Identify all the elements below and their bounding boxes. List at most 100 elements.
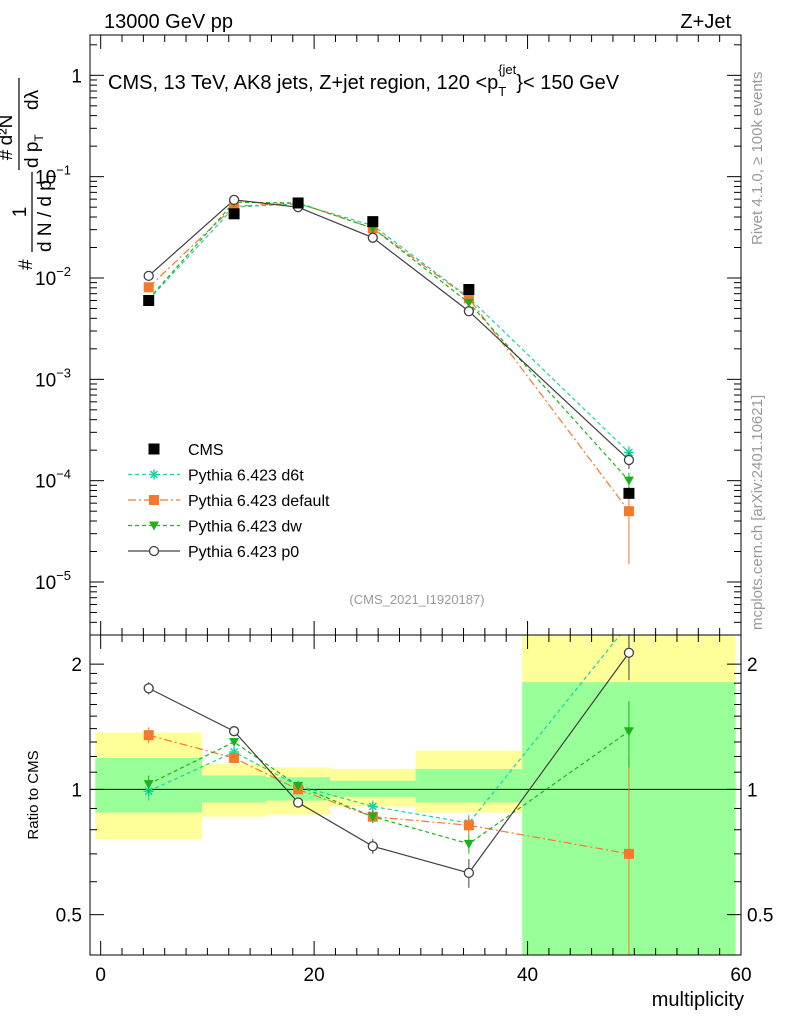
main-y-tick-exp: −2 [56, 264, 71, 279]
ratio-point-dw [623, 727, 634, 737]
ratio-band-inner [330, 780, 416, 797]
ratio-point-dw [463, 839, 474, 849]
legend-marker-cms [148, 443, 160, 455]
main-line-p0 [148, 199, 630, 461]
legend-marker-d6t [149, 469, 159, 480]
ratio-point-p0 [143, 683, 154, 694]
main-point-dw [623, 476, 634, 486]
ratio-x-tick-label: 60 [730, 965, 751, 986]
main-point-cms [623, 487, 635, 499]
main-point-p0 [367, 232, 378, 243]
ratio-point-default [143, 730, 154, 741]
main-y-tick-exp: −3 [56, 365, 71, 380]
main-point-p0 [228, 194, 240, 206]
ratio-y-tick-label-right: 0.5 [747, 906, 773, 927]
legend-label-d6t: Pythia 6.423 d6t [188, 468, 304, 485]
ylabel-dN: d N / d pT [35, 172, 59, 252]
main-point-p0 [623, 454, 635, 466]
main-line-dw [148, 201, 630, 482]
ratio-point-p0 [367, 841, 378, 852]
main-y-tick-label: 10−5 [35, 568, 71, 594]
ylabel-dpT-sub: T [32, 134, 46, 142]
ratio-point-p0 [292, 797, 304, 808]
legend-item-d6t: Pythia 6.423 d6t [128, 468, 304, 485]
ratio-line-p0 [148, 652, 630, 874]
ylabel-hash-1: # [16, 259, 37, 270]
ratio-y-tick-label: 2 [71, 655, 82, 676]
ratio-y-tick-label-right: 2 [747, 655, 758, 676]
main-line-d6t [148, 203, 630, 453]
ratio-point-default [229, 752, 240, 763]
ratio-x-tick-label: 20 [304, 965, 325, 986]
main-y-tick-label: 10−2 [35, 264, 71, 290]
header-right-label: Z+Jet [680, 11, 731, 33]
ratio-point-dw [143, 780, 154, 790]
main-point-cms [367, 216, 379, 228]
main-point-default [623, 506, 634, 517]
analysis-watermark: (CMS_2021_I1920187) [349, 592, 484, 607]
ylabel-dlambda: dλ [22, 89, 43, 110]
legend-label-dw: Pythia 6.423 dw [188, 519, 302, 536]
main-y-axis-label: # 1 d N / d pT # d²N d pT dλ [0, 78, 59, 270]
legend-marker-p0 [148, 545, 160, 557]
legend: CMS Pythia 6.423 d6t Pythia 6.423 default P… [128, 442, 330, 561]
ratio-y-tick-label-right: 1 [747, 780, 758, 801]
ratio-x-tick-label: 40 [517, 965, 538, 986]
main-point-default [463, 293, 474, 304]
main-y-tick-base: 10 [35, 269, 56, 290]
ratio-point-p0 [623, 647, 635, 658]
ylabel-dpT: d pT [22, 134, 46, 168]
rivet-version-label: Rivet 4.1.0, ≥ 100k events [749, 72, 766, 245]
ratio-point-dw [293, 781, 304, 791]
mcplots-label: mcplots.cern.ch [arXiv:2401.10621] [749, 395, 766, 630]
main-y-tick-label: 10−3 [35, 365, 71, 391]
plot-title-main: CMS, 13 TeV, AK8 jets, Z+jet region, 120… [108, 72, 498, 94]
main-series-lines [148, 199, 630, 512]
ratio-markers [143, 635, 635, 955]
legend-item-default: Pythia 6.423 default [128, 493, 330, 510]
main-point-cms [143, 294, 155, 306]
legend-item-cms: CMS [148, 442, 224, 459]
main-point-p0 [463, 306, 475, 317]
main-y-tick-label: 10−4 [35, 467, 71, 493]
main-markers [143, 194, 635, 565]
main-y-tick-base: 10 [35, 573, 56, 594]
ylabel-dN-text: d N / d p [35, 180, 56, 252]
ratio-point-dw [229, 737, 240, 747]
ratio-uncertainty-bands [95, 635, 736, 955]
ratio-axes: 0.5 0.51 12 20 20 40 60 [56, 635, 773, 986]
ratio-point-p0 [228, 726, 240, 737]
ylabel-hash-2: # [0, 149, 17, 160]
main-y-tick-base: 10 [35, 370, 56, 391]
ratio-line-d6t [148, 635, 621, 824]
ratio-point-default [463, 820, 474, 831]
legend-label-p0: Pythia 6.423 p0 [188, 544, 299, 561]
ylabel-dpT-text: d p [22, 142, 43, 168]
ratio-band-inner [415, 768, 523, 803]
plot-title-sup: {jet [498, 62, 516, 77]
legend-item-p0: Pythia 6.423 p0 [128, 544, 299, 561]
ratio-point-dw [367, 812, 378, 822]
main-axes: 110−110−210−310−410−5 [35, 35, 742, 636]
ratio-line-default [148, 734, 630, 855]
plot-title-sub: T [498, 84, 506, 99]
main-y-tick-exp: −5 [56, 568, 71, 583]
ratio-x-tick-label: 0 [95, 965, 106, 986]
main-point-cms [292, 197, 304, 209]
ylabel-one: 1 [10, 207, 31, 218]
legend-label-cms: CMS [188, 442, 224, 459]
ylabel-dN-sub: T [45, 172, 59, 180]
ratio-series-lines [148, 635, 630, 874]
ratio-y-tick-label: 0.5 [56, 906, 82, 927]
main-y-tick-base: 10 [35, 472, 56, 493]
ratio-point-d6t [367, 801, 378, 812]
ratio-line-dw [148, 730, 630, 845]
ratio-y-tick-label: 1 [71, 780, 82, 801]
main-point-cms [228, 208, 240, 220]
main-point-p0 [143, 270, 154, 282]
main-line-default [148, 202, 630, 512]
ratio-point-p0 [463, 867, 475, 879]
plot-title-tail: }< 150 GeV [516, 72, 620, 94]
ratio-point-default [623, 848, 634, 859]
